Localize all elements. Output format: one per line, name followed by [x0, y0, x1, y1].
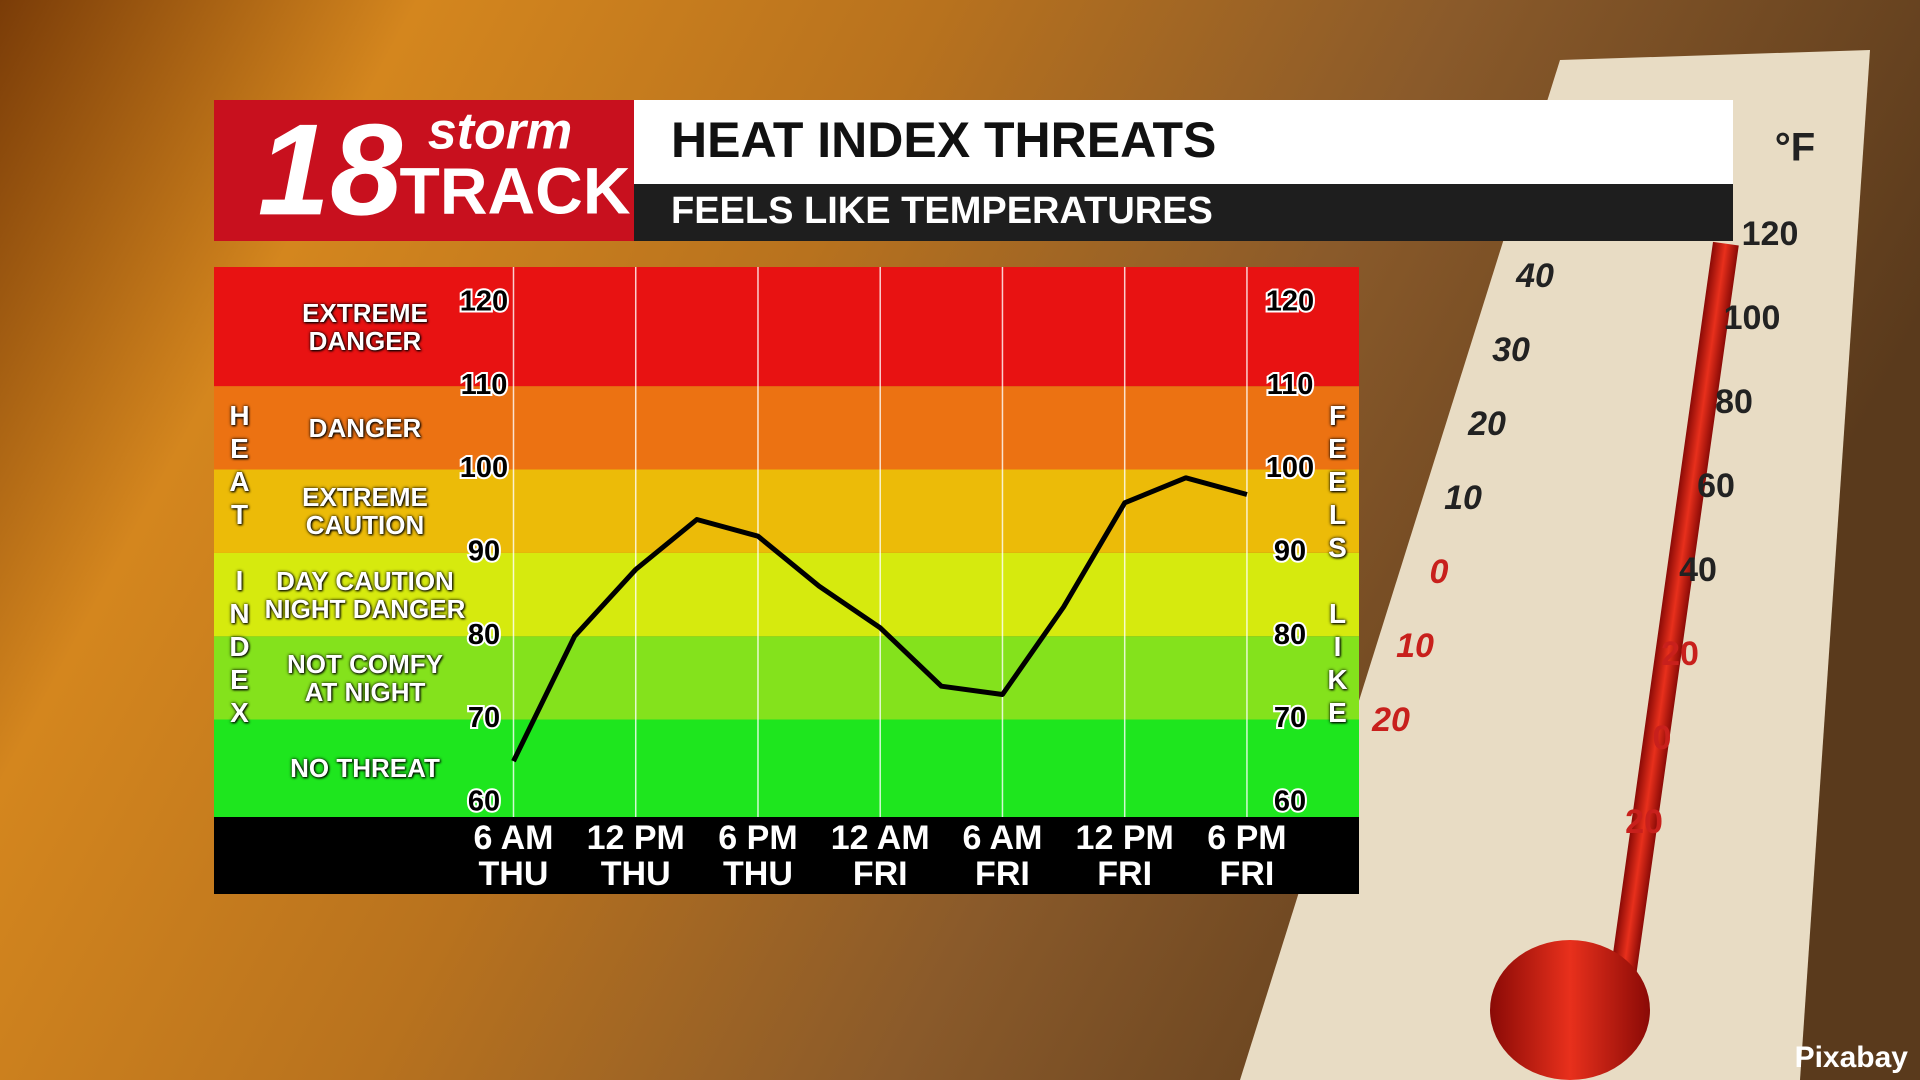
x-tick-label: 6 PM THU — [718, 819, 798, 893]
zone-label: NOT COMFY AT NIGHT — [287, 648, 443, 707]
thermometer-unit: °F — [1775, 126, 1815, 170]
series-line — [511, 475, 1248, 763]
y-tick-label: 60 — [468, 785, 500, 817]
y2-tick-label: 60 — [1274, 785, 1306, 817]
thermometer-label: 20 — [1371, 701, 1410, 739]
y-tick-label: 110 — [461, 369, 508, 401]
zone — [214, 267, 1359, 387]
y-tick-label: 100 — [460, 452, 508, 484]
title-bar — [634, 100, 1733, 184]
zone — [214, 386, 1359, 470]
thermometer-label: 100 — [1724, 299, 1781, 337]
mercury — [1607, 241, 1739, 999]
x-tick-label: 6 AM THU — [473, 819, 554, 893]
thermometer-label: 60 — [1697, 467, 1735, 505]
zone-label: DAY CAUTION NIGHT DANGER — [264, 565, 466, 624]
zone — [214, 719, 1359, 817]
y2-tick-label: 100 — [1266, 452, 1314, 484]
y2-axis-label: FEELS LIKE — [1322, 400, 1353, 730]
zone-label: DANGER — [308, 412, 422, 443]
chart-title: HEAT INDEX THREATS — [671, 112, 1216, 168]
zone-label: EXTREME DANGER — [302, 297, 428, 356]
y2-tick-label: 80 — [1274, 619, 1306, 651]
y-tick-label: 80 — [468, 619, 500, 651]
thermometer-label: 10 — [1444, 479, 1482, 517]
zone-label: EXTREME CAUTION — [302, 482, 428, 541]
chart-subtitle: FEELS LIKE TEMPERATURES — [671, 190, 1213, 232]
zone-label: NO THREAT — [290, 753, 440, 784]
thermometer-label: 20 — [1625, 803, 1663, 841]
thermometer-label: 40 — [1679, 551, 1717, 589]
thermometer-label: 0 — [1653, 719, 1672, 757]
logo-number: 18 — [258, 96, 403, 242]
x-tick-label: 12 AM FRI — [830, 819, 930, 893]
y2-tick-label: 120 — [1266, 285, 1314, 317]
thermometer-label: 10 — [1396, 627, 1434, 665]
thermometer-label: 80 — [1715, 383, 1753, 421]
subtitle-bar — [634, 184, 1733, 241]
y2-tick-label: 90 — [1274, 535, 1306, 567]
x-tick-label: 12 PM THU — [586, 819, 685, 893]
plot: 60 70 80 90 100 110 120 60 70 80 90 100 110 120 — [214, 267, 1359, 819]
x-tick-label: 6 AM FRI — [962, 819, 1043, 893]
bulb — [1490, 940, 1650, 1080]
thermometer-label: 40 — [1515, 257, 1554, 295]
credit: Pixabay — [1795, 1041, 1909, 1074]
logo-box — [214, 100, 634, 241]
y-tick-label: 70 — [468, 702, 500, 734]
x-tick-label: 12 PM FRI — [1075, 819, 1174, 893]
x-axis-band — [214, 817, 1359, 894]
thermometer-label: 120 — [1742, 215, 1799, 253]
y-axis-label: HEAT INDEX — [224, 400, 255, 730]
x-tick-label: 6 PM FRI — [1207, 819, 1287, 893]
thermometer-label: 20 — [1661, 635, 1699, 673]
y-tick-label: 90 — [468, 535, 500, 567]
logo-word: TRACK — [400, 153, 631, 227]
y-tick-label: 120 — [460, 285, 508, 317]
thermometer-label: 0 — [1430, 553, 1449, 591]
zone — [214, 552, 1359, 637]
logo-word: storm — [428, 103, 572, 161]
thermometer — [1240, 50, 1870, 1080]
y2-tick-label: 110 — [1267, 369, 1314, 401]
y2-tick-label: 70 — [1274, 702, 1306, 734]
thermometer-label: 20 — [1467, 405, 1506, 443]
thermometer-label: 30 — [1492, 331, 1530, 369]
zone — [214, 636, 1359, 720]
